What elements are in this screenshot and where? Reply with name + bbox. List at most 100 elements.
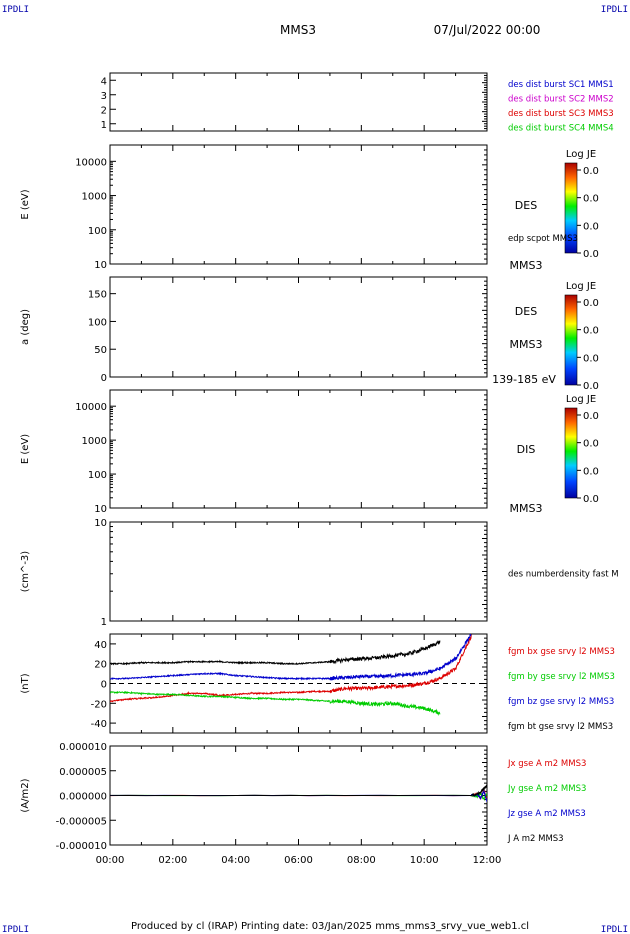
y-tick-label: 50 <box>94 345 107 356</box>
series-line <box>110 634 472 681</box>
y-tick-label: 0 <box>101 373 107 384</box>
corner-label-bottom-left: IPDLI <box>2 925 29 934</box>
corner-label-top-right: IPDLI <box>601 5 628 15</box>
y-axis-label: E (eV) <box>20 434 31 464</box>
legend-entry: des dist burst SC1 MMS1 <box>508 80 614 90</box>
panel-frame <box>109 144 488 265</box>
y-axis-label: (A/m2) <box>20 778 31 812</box>
side-label: DIS <box>517 443 536 456</box>
colorbar-title: Log JE <box>566 281 596 292</box>
series-legend-entry: fgm by gse srvy l2 MMS3 <box>508 672 615 682</box>
x-tick-label: 02:00 <box>158 855 187 866</box>
corner-label-bottom-right: IPDLI <box>601 925 628 934</box>
panel-spacecraft: 1 2 3 4 des dist burst SC1 MMS1 des dist burs… <box>101 72 614 134</box>
panel-frame <box>109 521 488 622</box>
y-tick-label: 3 <box>101 91 107 102</box>
colorbar-tick-label: 0.0 <box>583 298 599 309</box>
series-group <box>110 634 472 717</box>
y-tick-label: 10000 <box>75 402 107 413</box>
panel-density: 1 10 (cm^-3) des numberdensity fast M <box>20 518 619 628</box>
panel-magnetic_field: -40 -20 0 20 40 (nT) fgm bx gse srvy l2 MMS3 fg… <box>20 633 615 734</box>
y-tick-label: 0.000000 <box>59 792 107 803</box>
series-line <box>110 789 487 801</box>
series-line <box>110 790 487 803</box>
colorbar-tick-label: 0.0 <box>583 494 599 505</box>
colorbar-tick-label: 0.0 <box>583 381 599 392</box>
x-tick-label: 06:00 <box>284 855 313 866</box>
y-tick-label: 10 <box>94 504 107 515</box>
panel-dis_energy: 10 100 1000 10000 E (eV) Log JE 0.0 0.0 0.0 0.0 DI… <box>20 389 599 515</box>
y-tick-label: 40 <box>94 640 107 651</box>
corner-label-top-left: IPDLI <box>2 5 29 15</box>
panel-frame <box>109 276 488 378</box>
side-label: DES <box>515 199 537 212</box>
side-label: edp scpot MMS3 <box>508 234 578 244</box>
series-legend-entry: fgm bz gse srvy l2 MMS3 <box>508 697 614 707</box>
y-tick-label: 4 <box>101 76 107 87</box>
colorbar <box>564 294 578 386</box>
side-label: MMS3 <box>510 338 543 351</box>
series-legend-entry: J A m2 MMS3 <box>507 834 564 844</box>
colorbar-tick-label: 0.0 <box>583 249 599 260</box>
panel-frame <box>109 72 488 132</box>
legend-entry: des dist burst SC2 MMS2 <box>508 95 614 105</box>
x-tick-label: 10:00 <box>410 855 439 866</box>
colorbar-tick-label: 0.0 <box>583 221 599 232</box>
colorbar-tick-label: 0.0 <box>583 166 599 177</box>
colorbar-title: Log JE <box>566 394 596 405</box>
x-tick-label: 12:00 <box>473 855 502 866</box>
y-tick-label: 0.000005 <box>59 767 107 778</box>
y-tick-label: -20 <box>91 699 107 710</box>
legend-entry: des dist burst SC4 MMS4 <box>508 124 614 134</box>
series-line <box>110 792 487 801</box>
panel-des_energy: 10 100 1000 10000 E (eV) Log JE 0.0 0.0 0.0 0.0 DE… <box>20 144 599 272</box>
colorbar <box>564 407 578 499</box>
y-tick-label: 0 <box>101 680 107 691</box>
panel-current_density: -0.000010 -0.000005 0.000000 0.000005 0.0000… <box>20 742 586 852</box>
legend-entry: des dist burst SC3 MMS3 <box>508 109 614 119</box>
colorbar-tick-label: 0.0 <box>583 411 599 422</box>
y-axis-label: a (deg) <box>20 309 31 345</box>
colorbar-tick-label: 0.0 <box>583 353 599 364</box>
series-legend-entry: fgm bx gse srvy l2 MMS3 <box>508 647 615 657</box>
x-tick-label: 00:00 <box>96 855 125 866</box>
colorbar-tick-label: 0.0 <box>583 326 599 337</box>
y-tick-label: 100 <box>88 470 107 481</box>
y-tick-label: 150 <box>88 290 107 301</box>
y-tick-label: 1000 <box>82 436 107 447</box>
legend-entry: des numberdensity fast M <box>508 570 619 580</box>
y-axis-label: E (eV) <box>20 189 31 219</box>
y-tick-label: 20 <box>94 660 107 671</box>
series-line <box>110 634 472 703</box>
plot-date: 07/Jul/2022 00:00 <box>434 23 541 37</box>
x-tick-label: 08:00 <box>347 855 376 866</box>
y-tick-label: -0.000005 <box>56 816 107 827</box>
side-label: 139-185 eV <box>492 373 556 386</box>
series-line <box>110 784 487 797</box>
side-label: MMS3 <box>510 259 543 272</box>
y-tick-label: 100 <box>88 317 107 328</box>
y-tick-label: 10 <box>94 260 107 271</box>
series-line <box>110 639 441 666</box>
y-tick-label: 2 <box>101 105 107 116</box>
y-axis-label: (cm^-3) <box>20 551 31 592</box>
series-legend-entry: Jz gse A m2 MMS3 <box>507 809 586 819</box>
series-line <box>110 690 441 717</box>
colorbar-title: Log JE <box>566 149 596 160</box>
side-label: MMS3 <box>510 502 543 515</box>
x-tick-label: 04:00 <box>221 855 250 866</box>
colorbar-tick-label: 0.0 <box>583 439 599 450</box>
y-tick-label: 100 <box>88 226 107 237</box>
y-tick-label: 10 <box>94 518 107 529</box>
y-axis-label: (nT) <box>20 673 31 693</box>
plot-title: MMS3 <box>280 23 316 37</box>
side-label: DES <box>515 305 537 318</box>
colorbar-tick-label: 0.0 <box>583 194 599 205</box>
colorbar <box>564 162 578 254</box>
y-tick-label: 0.000010 <box>59 742 107 753</box>
y-tick-label: 1 <box>101 120 107 131</box>
series-legend-entry: Jy gse A m2 MMS3 <box>507 784 586 794</box>
series-legend-entry: fgm bt gse srvy l2 MMS3 <box>508 722 613 732</box>
y-tick-label: 10000 <box>75 157 107 168</box>
